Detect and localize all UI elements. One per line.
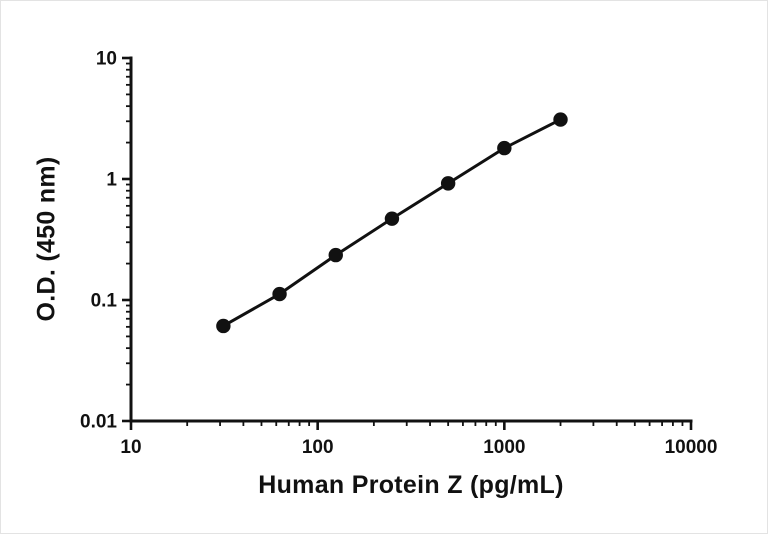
data-point bbox=[440, 176, 456, 191]
y-tick-label: 0.1 bbox=[91, 291, 118, 312]
y-axis-title: O.D. (450 nm) bbox=[32, 156, 61, 322]
x-tick-label: 100 bbox=[302, 437, 334, 458]
data-point bbox=[497, 140, 512, 156]
y-tick-label: 0.01 bbox=[80, 412, 117, 433]
x-tick-label: 10000 bbox=[665, 437, 718, 458]
axis-spine bbox=[129, 56, 693, 423]
data-point bbox=[216, 318, 231, 334]
data-point bbox=[553, 112, 568, 127]
y-tick-label: 10 bbox=[96, 49, 117, 70]
x-axis-title: Human Protein Z (pg/mL) bbox=[258, 471, 564, 499]
data-point bbox=[328, 247, 343, 263]
data-point bbox=[272, 286, 287, 302]
x-tick-label: 10 bbox=[120, 437, 141, 458]
y-tick-label: 1 bbox=[106, 170, 117, 191]
data-point bbox=[384, 211, 400, 226]
x-tick-label: 1000 bbox=[483, 437, 525, 458]
